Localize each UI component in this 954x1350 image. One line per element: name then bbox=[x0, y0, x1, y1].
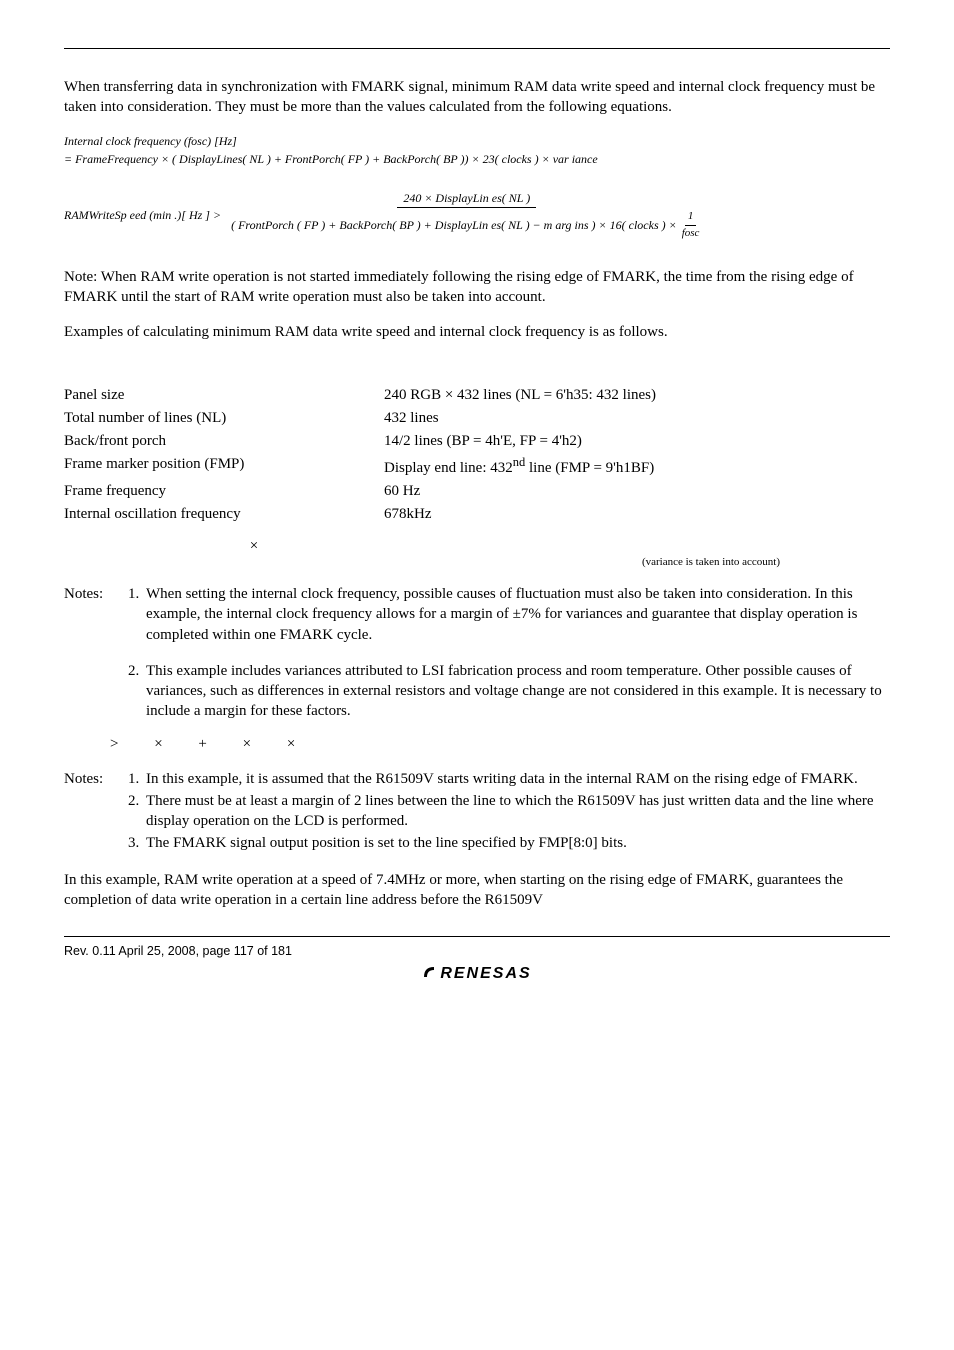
table-row: Internal oscillation frequency 678kHz bbox=[64, 503, 656, 526]
eq2-fraction: 240 × DisplayLin es( NL ) ( FrontPorch (… bbox=[225, 190, 708, 242]
variance-sym: × bbox=[64, 536, 444, 557]
note-text: There must be at least a margin of 2 lin… bbox=[146, 791, 890, 832]
closing-paragraph: In this example, RAM write operation at … bbox=[64, 870, 890, 911]
param-value: 678kHz bbox=[384, 503, 656, 526]
eq2-den-sf-den: fosc bbox=[679, 226, 703, 241]
eq1-line1: Internal clock frequency (fosc) [Hz] bbox=[64, 132, 890, 150]
equation-2: RAMWriteSp eed (min .)[ Hz ] > 240 × Dis… bbox=[64, 190, 890, 242]
param-label: Total number of lines (NL) bbox=[64, 407, 384, 430]
note-text: The FMARK signal output position is set … bbox=[146, 833, 890, 853]
param-label: Back/front porch bbox=[64, 430, 384, 453]
eq2-lhs: RAMWriteSp eed (min .)[ Hz ] > bbox=[64, 207, 225, 224]
note-number: 2. bbox=[128, 791, 146, 832]
equation-1: Internal clock frequency (fosc) [Hz] = F… bbox=[64, 132, 890, 168]
renesas-icon bbox=[422, 965, 436, 979]
note-text: In this example, it is assumed that the … bbox=[146, 769, 890, 789]
table-row: Panel size 240 RGB × 432 lines (NL = 6'h… bbox=[64, 384, 656, 407]
bottom-rule bbox=[64, 936, 890, 937]
note-paragraph: Note: When RAM write operation is not st… bbox=[64, 267, 890, 308]
table-row: Total number of lines (NL) 432 lines bbox=[64, 407, 656, 430]
note-text: When setting the internal clock frequenc… bbox=[146, 584, 890, 645]
notes-tag: Notes: bbox=[64, 769, 128, 789]
variance-caption: (variance is taken into account) bbox=[64, 555, 890, 570]
eq2-denominator: ( FrontPorch ( FP ) + BackPorch( BP ) + … bbox=[225, 208, 708, 241]
note-number: 2. bbox=[128, 661, 146, 722]
symbol-row: > × + × × bbox=[110, 734, 890, 755]
logo-wrap: RENESAS bbox=[64, 963, 890, 985]
param-value: 240 RGB × 432 lines (NL = 6'h35: 432 lin… bbox=[384, 384, 656, 407]
eq2-numerator: 240 × DisplayLin es( NL ) bbox=[397, 190, 536, 209]
note-number: 3. bbox=[128, 833, 146, 853]
renesas-text: RENESAS bbox=[440, 965, 531, 982]
note-row: Notes: 1. In this example, it is assumed… bbox=[64, 769, 890, 789]
note-row: 2. There must be at least a margin of 2 … bbox=[64, 791, 890, 832]
notes-tag: Notes: bbox=[64, 584, 128, 645]
eq2-den-sf-num: 1 bbox=[685, 209, 697, 225]
notes-block-b: Notes: 1. In this example, it is assumed… bbox=[64, 769, 890, 854]
eq2-den-smallfrac: 1 fosc bbox=[679, 209, 703, 241]
table-row: Back/front porch 14/2 lines (BP = 4h'E, … bbox=[64, 430, 656, 453]
param-label: Internal oscillation frequency bbox=[64, 503, 384, 526]
param-value: Display end line: 432nd line (FMP = 9'h1… bbox=[384, 453, 656, 480]
note-row: 2. This example includes variances attri… bbox=[64, 661, 890, 722]
footer-text: Rev. 0.11 April 25, 2008, page 117 of 18… bbox=[64, 943, 890, 961]
note-number: 1. bbox=[128, 769, 146, 789]
eq2-den-main: ( FrontPorch ( FP ) + BackPorch( BP ) + … bbox=[231, 217, 677, 234]
notes-block-a: Notes: 1. When setting the internal cloc… bbox=[64, 584, 890, 722]
param-label: Panel size bbox=[64, 384, 384, 407]
table-row: Frame frequency 60 Hz bbox=[64, 480, 656, 503]
params-table: Panel size 240 RGB × 432 lines (NL = 6'h… bbox=[64, 384, 656, 526]
top-rule bbox=[64, 48, 890, 49]
variance-row: × bbox=[64, 536, 890, 557]
note-row: Notes: 1. When setting the internal cloc… bbox=[64, 584, 890, 645]
param-value: 14/2 lines (BP = 4h'E, FP = 4'h2) bbox=[384, 430, 656, 453]
param-value: 60 Hz bbox=[384, 480, 656, 503]
examples-intro: Examples of calculating minimum RAM data… bbox=[64, 322, 890, 342]
param-label: Frame frequency bbox=[64, 480, 384, 503]
eq1-line2: = FrameFrequency × ( DisplayLines( NL ) … bbox=[64, 150, 890, 168]
note-number: 1. bbox=[128, 584, 146, 645]
param-label: Frame marker position (FMP) bbox=[64, 453, 384, 480]
renesas-logo: RENESAS bbox=[422, 963, 531, 985]
note-row: 3. The FMARK signal output position is s… bbox=[64, 833, 890, 853]
param-value: 432 lines bbox=[384, 407, 656, 430]
intro-paragraph: When transferring data in synchronizatio… bbox=[64, 77, 890, 118]
table-row: Frame marker position (FMP) Display end … bbox=[64, 453, 656, 480]
note-text: This example includes variances attribut… bbox=[146, 661, 890, 722]
